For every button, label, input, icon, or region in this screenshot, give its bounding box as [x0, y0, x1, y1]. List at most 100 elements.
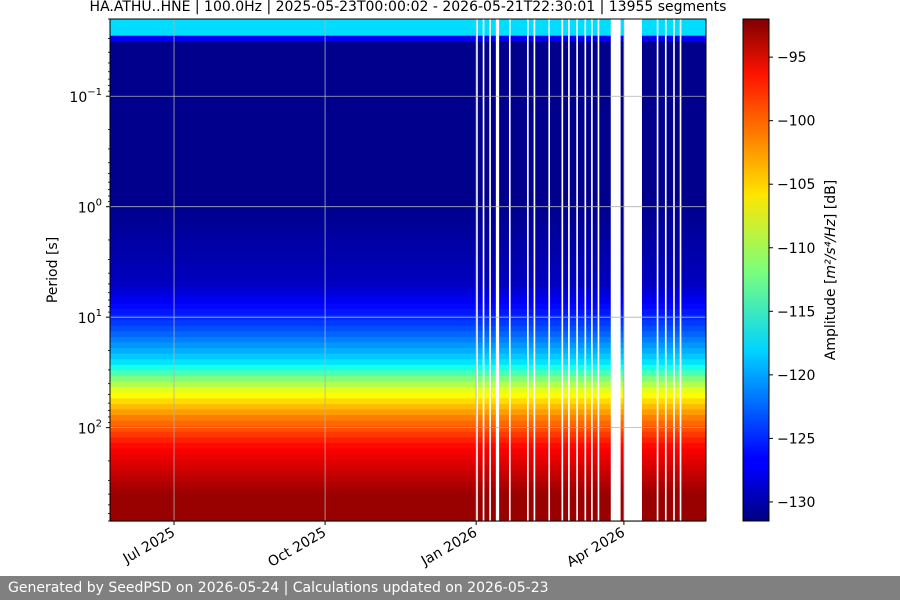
- heatmap-band: [110, 52, 706, 59]
- y-tick-label: 101: [78, 308, 102, 327]
- grid-lines: [110, 19, 706, 521]
- heatmap-band: [110, 370, 706, 377]
- data-gap: [476, 19, 478, 521]
- y-axis: 10−1 100 101 102: [69, 18, 110, 522]
- colorbar-tick-label: −100: [777, 114, 815, 130]
- colorbar-tick-label: −130: [777, 495, 815, 511]
- heatmap-band: [110, 91, 706, 98]
- heatmap-band: [110, 258, 706, 266]
- heatmap-band: [110, 297, 706, 305]
- heatmap-band: [110, 80, 706, 87]
- y-axis-label: Period [s]: [45, 237, 61, 303]
- heatmap-band: [110, 470, 706, 477]
- heatmap-band: [110, 481, 706, 489]
- colorbar-tick-label: −110: [777, 241, 815, 257]
- heatmap-band: [110, 465, 706, 472]
- data-gap: [489, 19, 491, 521]
- colorbar-tick-label: −95: [777, 50, 807, 66]
- heatmap-band: [110, 515, 706, 522]
- heatmap-band: [110, 336, 706, 344]
- heatmap-band: [110, 498, 706, 505]
- data-gap: [527, 19, 529, 521]
- colorbar-gradient: [742, 18, 770, 522]
- heatmap-band: [110, 375, 706, 383]
- plot-area: [109, 18, 707, 522]
- colorbar: −95 −100 −105 −110 −115 −120 −125 −130 Amplitud…: [742, 18, 839, 522]
- heatmap-band: [110, 398, 706, 405]
- heatmap-band: [110, 46, 706, 54]
- psd-spectrogram-figure: HA.ATHU..HNE | 100.0Hz | 2025-05-23T00:0…: [45, 0, 839, 571]
- heatmap-band: [110, 392, 706, 399]
- heatmap-band: [110, 364, 706, 371]
- data-gap: [591, 19, 593, 521]
- heatmap-band: [110, 119, 706, 126]
- heatmap-band: [110, 63, 706, 70]
- heatmap-band: [110, 476, 706, 483]
- heatmap-band: [110, 85, 706, 93]
- data-gap: [610, 19, 621, 521]
- y-tick-label: 100: [78, 198, 102, 217]
- heatmap-band: [110, 381, 706, 388]
- data-gap: [561, 19, 564, 521]
- x-tick-label: Jul 2025: [120, 525, 178, 568]
- heatmap-band: [110, 247, 706, 254]
- heatmap-band: [110, 353, 706, 360]
- data-gap: [673, 19, 675, 521]
- heatmap-band: [110, 286, 706, 293]
- heatmap-band: [110, 175, 706, 182]
- heatmap-band: [110, 230, 706, 238]
- x-tick-label: Apr 2026: [564, 525, 628, 571]
- chart-title: HA.ATHU..HNE | 100.0Hz | 2025-05-23T00:0…: [90, 0, 727, 15]
- heatmap-band: [110, 169, 706, 176]
- heatmap-band: [110, 448, 706, 455]
- heatmap-band: [110, 420, 706, 427]
- heatmap-band: [110, 442, 706, 450]
- heatmap-band: [110, 253, 706, 260]
- heatmap-band: [110, 186, 706, 193]
- heatmap-band: [110, 191, 706, 199]
- heatmap-band: [110, 30, 706, 37]
- heatmap-band: [110, 504, 706, 511]
- heatmap-band: [110, 208, 706, 215]
- heatmap-band: [110, 359, 706, 366]
- x-tick-label: Jan 2026: [418, 525, 480, 570]
- heatmap-band: [110, 325, 706, 332]
- heatmap-band: [110, 219, 706, 226]
- data-gap: [533, 19, 536, 521]
- heatmap-band: [110, 264, 706, 271]
- heatmap-band: [110, 320, 706, 327]
- heatmap-band: [110, 314, 706, 321]
- spectrogram-heatmap: [110, 19, 706, 522]
- heatmap-band: [110, 74, 706, 81]
- heatmap-band: [110, 108, 706, 115]
- colorbar-tick-label: −105: [777, 177, 815, 193]
- heatmap-band: [110, 426, 706, 433]
- heatmap-band: [110, 197, 706, 204]
- heatmap-band: [110, 493, 706, 500]
- colorbar-tick-label: −120: [777, 368, 815, 384]
- y-tick-label: 10−1: [69, 87, 102, 106]
- heatmap-band: [110, 509, 706, 517]
- data-gap: [623, 19, 642, 521]
- data-gap: [495, 19, 500, 521]
- heatmap-band: [110, 281, 706, 288]
- heatmap-band: [110, 41, 706, 48]
- heatmap-band: [110, 24, 706, 31]
- data-gap: [508, 19, 511, 521]
- data-gap: [576, 19, 578, 521]
- heatmap-band: [110, 415, 706, 422]
- heatmap-band: [110, 141, 706, 148]
- heatmap-band: [110, 158, 706, 165]
- colorbar-label: Amplitude [m²/s⁴/Hz] [dB]: [823, 180, 839, 360]
- data-gap: [482, 19, 485, 521]
- data-gap: [656, 19, 659, 521]
- heatmap-band: [110, 275, 706, 282]
- data-gap: [568, 19, 570, 521]
- heatmap-band: [110, 130, 706, 137]
- data-gap: [664, 19, 667, 521]
- heatmap-band: [110, 331, 706, 338]
- heatmap-band: [110, 19, 706, 26]
- heatmap-band: [110, 35, 706, 42]
- heatmap-band: [110, 454, 706, 461]
- data-gap: [597, 19, 600, 521]
